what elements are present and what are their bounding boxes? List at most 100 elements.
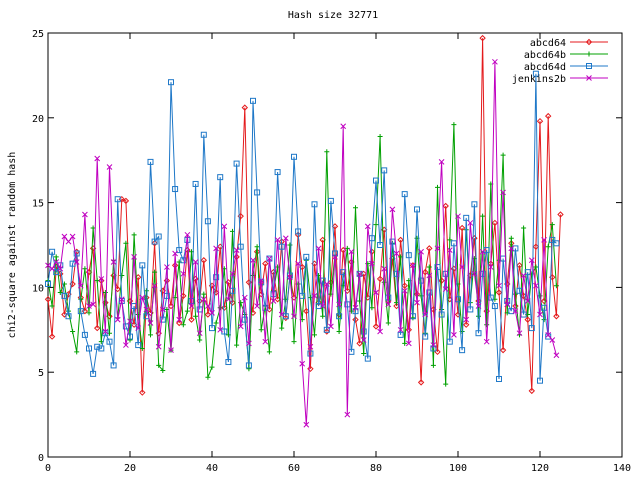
data-point	[86, 310, 92, 316]
data-point	[426, 289, 433, 296]
data-point	[209, 309, 215, 316]
data-point	[508, 235, 514, 241]
data-point	[200, 296, 207, 303]
data-point	[180, 270, 187, 277]
data-point	[250, 257, 256, 264]
data-point	[426, 264, 432, 270]
data-point	[500, 152, 506, 158]
data-point	[422, 333, 429, 340]
data-point	[258, 327, 264, 333]
data-point	[360, 337, 367, 343]
data-point	[508, 308, 515, 315]
legend-label-abcd64b: abcd64b	[524, 50, 566, 61]
data-point	[110, 272, 117, 279]
data-point	[172, 186, 179, 193]
data-point	[401, 191, 408, 198]
data-point	[401, 287, 408, 294]
data-point	[212, 289, 220, 296]
data-point	[139, 345, 145, 351]
data-point	[315, 245, 322, 252]
data-point	[86, 345, 92, 352]
data-point	[324, 149, 330, 155]
data-point	[147, 158, 154, 165]
data-point	[69, 233, 76, 240]
data-point	[217, 174, 224, 181]
series-abcd64d	[45, 70, 560, 384]
data-point	[159, 306, 166, 313]
data-point	[172, 250, 178, 257]
data-point	[385, 301, 392, 308]
data-point	[385, 320, 391, 326]
data-point	[405, 326, 413, 334]
data-point	[171, 262, 179, 269]
data-point	[135, 342, 142, 349]
data-point	[200, 257, 208, 264]
data-point	[102, 289, 108, 295]
data-point	[98, 276, 105, 282]
data-point	[397, 236, 404, 244]
data-point	[545, 244, 551, 250]
data-point	[77, 308, 84, 315]
data-point	[180, 322, 186, 328]
data-point	[410, 315, 416, 321]
y-tick-label: 20	[32, 114, 44, 125]
data-point	[348, 248, 355, 255]
data-point	[418, 248, 424, 255]
data-point	[241, 104, 249, 111]
data-point	[94, 155, 101, 162]
data-point	[295, 260, 301, 267]
data-point	[184, 308, 190, 314]
data-point	[459, 264, 465, 270]
data-point	[495, 289, 503, 296]
data-point	[102, 299, 109, 306]
data-point	[373, 289, 379, 296]
x-tick-label: 0	[45, 463, 51, 474]
data-point	[352, 304, 359, 311]
data-point	[369, 305, 375, 311]
data-point	[336, 313, 343, 320]
data-point	[545, 332, 552, 338]
data-point	[438, 159, 445, 165]
data-point	[270, 298, 277, 304]
data-point	[287, 242, 293, 248]
data-point	[57, 289, 63, 295]
data-point	[377, 328, 383, 335]
data-point	[93, 324, 101, 332]
data-point	[315, 303, 322, 310]
data-point	[61, 292, 68, 299]
data-point	[377, 133, 383, 139]
data-point	[376, 275, 384, 283]
data-point	[45, 281, 51, 288]
data-point	[118, 296, 125, 303]
data-point	[372, 323, 380, 330]
data-point	[82, 211, 88, 218]
data-point	[250, 97, 256, 104]
data-point	[430, 342, 437, 348]
data-point	[553, 313, 560, 320]
data-point	[204, 311, 212, 318]
data-point	[237, 243, 244, 250]
data-point	[553, 283, 559, 289]
data-point	[262, 338, 269, 345]
data-point	[78, 296, 84, 302]
data-point	[164, 264, 170, 270]
data-point	[123, 342, 129, 348]
y-tick-label: 25	[32, 29, 44, 40]
data-point	[516, 330, 523, 337]
data-point	[426, 272, 433, 279]
data-point	[421, 268, 429, 276]
legend-marker-abcd64d	[586, 63, 592, 69]
data-point	[536, 117, 544, 125]
data-point	[237, 323, 244, 330]
data-point	[254, 244, 260, 250]
data-point	[483, 338, 490, 345]
data-point	[131, 232, 137, 238]
data-point	[122, 197, 130, 205]
data-point	[557, 211, 564, 218]
data-point	[90, 370, 97, 377]
data-point	[106, 164, 113, 170]
data-point	[458, 224, 466, 232]
data-point	[487, 264, 494, 270]
data-point	[86, 303, 92, 309]
data-point	[381, 167, 388, 174]
